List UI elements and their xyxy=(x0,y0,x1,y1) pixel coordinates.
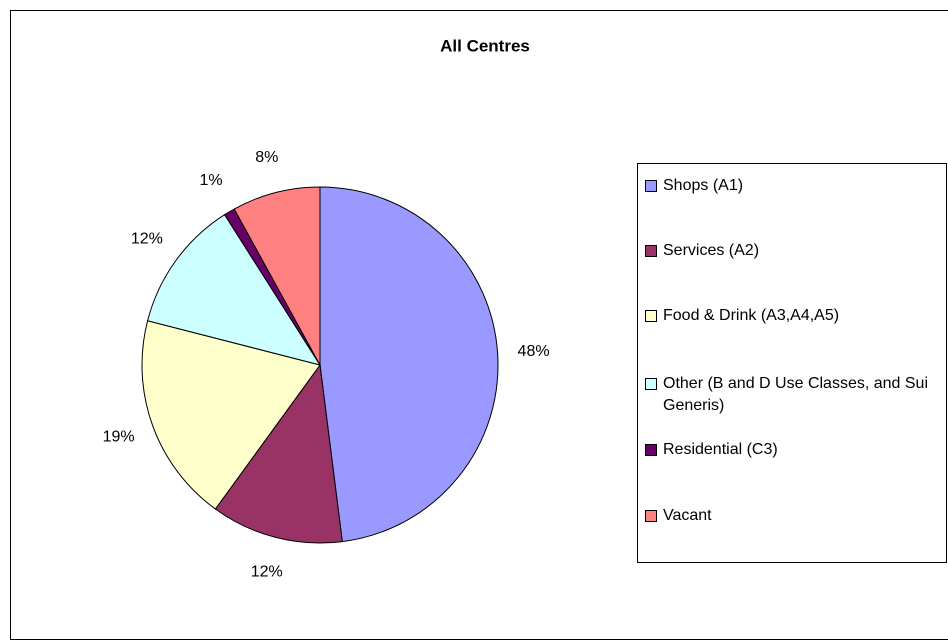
legend-label: Shops (A1) xyxy=(663,177,744,194)
pie-slice xyxy=(141,320,321,510)
pie-slice xyxy=(214,363,343,544)
legend-item: Other (B and D Use Classes, and Sui Gene… xyxy=(645,373,941,417)
legend-swatch xyxy=(645,378,657,390)
legend-item: Vacant xyxy=(645,505,941,527)
legend-swatch xyxy=(645,444,657,456)
data-label: 48% xyxy=(518,343,550,360)
legend-item: Food & Drink (A3,A4,A5) xyxy=(645,305,941,327)
pie-slice xyxy=(146,214,322,366)
legend-swatch xyxy=(645,510,657,522)
legend-swatch xyxy=(645,245,657,257)
legend: Shops (A1) Services (A2) Food & Drink (A3,… xyxy=(637,163,947,563)
data-label: 19% xyxy=(103,429,135,446)
data-label: 8% xyxy=(255,149,278,166)
legend-label: Residential (C3) xyxy=(663,441,778,458)
legend-item: Services (A2) xyxy=(645,240,941,262)
legend-label: Food & Drink (A3,A4,A5) xyxy=(663,307,840,324)
legend-swatch xyxy=(645,310,657,322)
legend-item: Shops (A1) xyxy=(645,175,941,197)
legend-label: Other (B and D Use Classes, and Sui Gene… xyxy=(663,375,929,414)
data-label: 12% xyxy=(251,563,283,580)
legend-item: Residential (C3) xyxy=(645,439,941,461)
legend-label: Services (A2) xyxy=(663,242,760,259)
legend-swatch xyxy=(645,180,657,192)
chart-title: All Centres xyxy=(440,36,530,55)
pie-slice xyxy=(233,186,321,366)
legend-label: Vacant xyxy=(663,507,712,524)
data-label: 12% xyxy=(131,230,163,247)
data-label: 1% xyxy=(200,172,223,189)
pie-slice xyxy=(319,186,499,543)
